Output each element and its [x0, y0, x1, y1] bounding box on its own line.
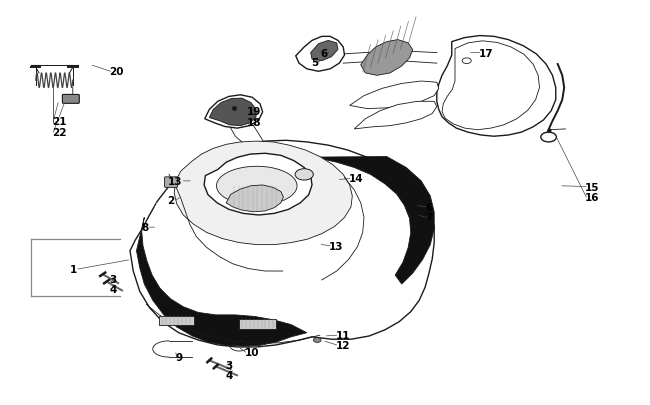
Text: 2: 2 [167, 196, 174, 205]
Text: 15: 15 [585, 182, 599, 192]
Text: 6: 6 [320, 49, 328, 58]
Text: 7: 7 [426, 213, 433, 223]
Text: 22: 22 [52, 128, 66, 138]
Polygon shape [209, 99, 256, 126]
Polygon shape [226, 185, 283, 212]
Polygon shape [437, 36, 556, 137]
Text: 3: 3 [109, 275, 116, 284]
Text: 4: 4 [226, 370, 233, 380]
Text: 13: 13 [168, 177, 182, 186]
Text: 1: 1 [70, 264, 77, 274]
Polygon shape [239, 319, 276, 329]
Circle shape [541, 133, 556, 143]
Text: 6: 6 [426, 202, 433, 212]
Polygon shape [204, 154, 312, 215]
Circle shape [295, 169, 313, 181]
Polygon shape [205, 96, 263, 129]
Text: 11: 11 [335, 330, 350, 340]
Polygon shape [311, 41, 338, 62]
Text: 16: 16 [585, 193, 599, 202]
Polygon shape [130, 141, 434, 347]
Text: 9: 9 [176, 352, 183, 362]
Text: 21: 21 [52, 117, 66, 126]
Text: 8: 8 [141, 223, 148, 232]
Polygon shape [174, 142, 352, 245]
Polygon shape [350, 82, 439, 109]
Polygon shape [159, 317, 194, 326]
Polygon shape [354, 102, 437, 130]
Text: 10: 10 [244, 347, 259, 357]
Text: 19: 19 [246, 107, 261, 117]
Text: 20: 20 [109, 67, 124, 77]
Polygon shape [283, 157, 434, 284]
Circle shape [462, 59, 471, 64]
Polygon shape [216, 167, 297, 206]
Text: 5: 5 [311, 58, 318, 68]
Text: 17: 17 [478, 49, 493, 58]
Text: 4: 4 [109, 284, 116, 294]
Polygon shape [136, 218, 307, 346]
Text: 13: 13 [329, 241, 343, 251]
Text: 14: 14 [348, 174, 363, 184]
FancyBboxPatch shape [164, 177, 177, 188]
Text: 18: 18 [246, 117, 261, 127]
Polygon shape [361, 40, 413, 76]
Text: 3: 3 [226, 360, 233, 370]
Polygon shape [296, 37, 344, 72]
Circle shape [313, 338, 321, 343]
Text: 12: 12 [335, 340, 350, 350]
FancyBboxPatch shape [62, 95, 79, 104]
